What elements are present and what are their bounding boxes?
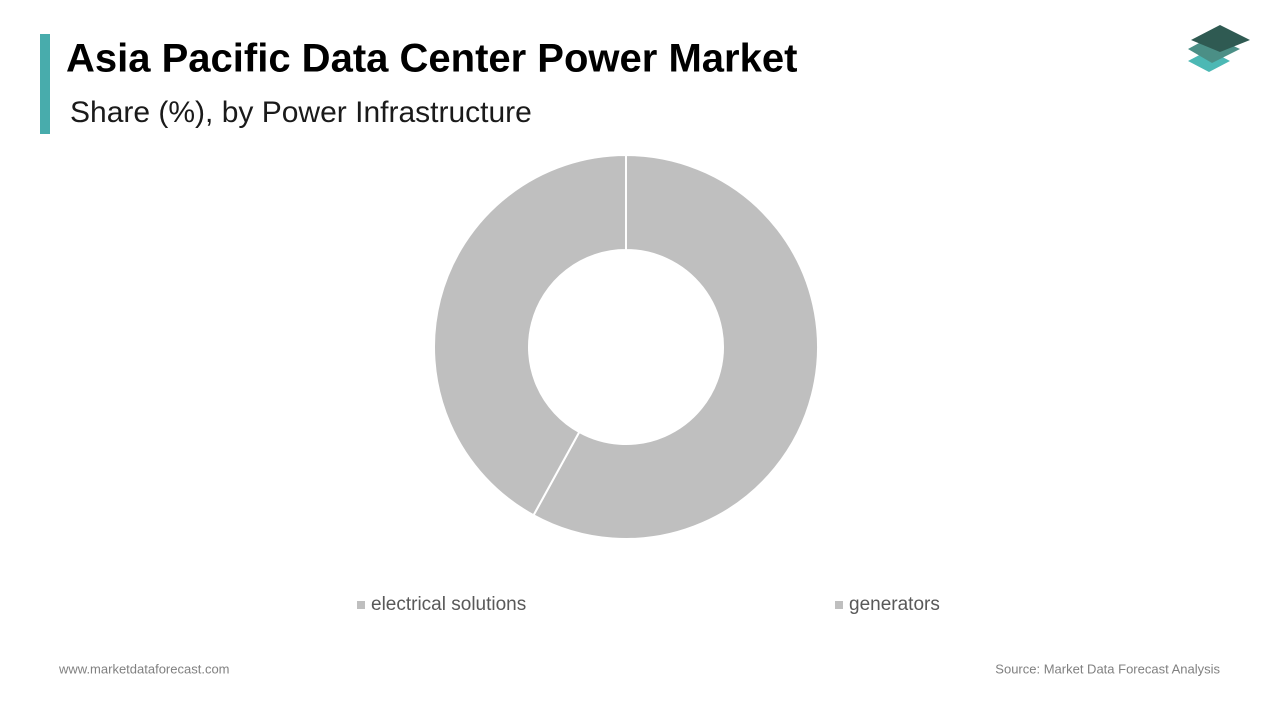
legend-swatch <box>835 601 843 609</box>
legend-label: generators <box>849 594 940 615</box>
website: www.marketdataforecast.com <box>58 661 230 676</box>
chart-title: Asia Pacific Data Center Power Market <box>66 37 797 81</box>
donut-slice <box>433 153 627 517</box>
source: Source: Market Data Forecast Analysis <box>995 661 1220 676</box>
chart-subtitle: Share (%), by Power Infrastructure <box>70 96 532 129</box>
donut-slice <box>532 153 819 540</box>
title-accent <box>40 34 50 134</box>
legend-label: electrical solutions <box>371 594 526 615</box>
logo <box>1188 25 1250 72</box>
legend-swatch <box>357 601 365 609</box>
